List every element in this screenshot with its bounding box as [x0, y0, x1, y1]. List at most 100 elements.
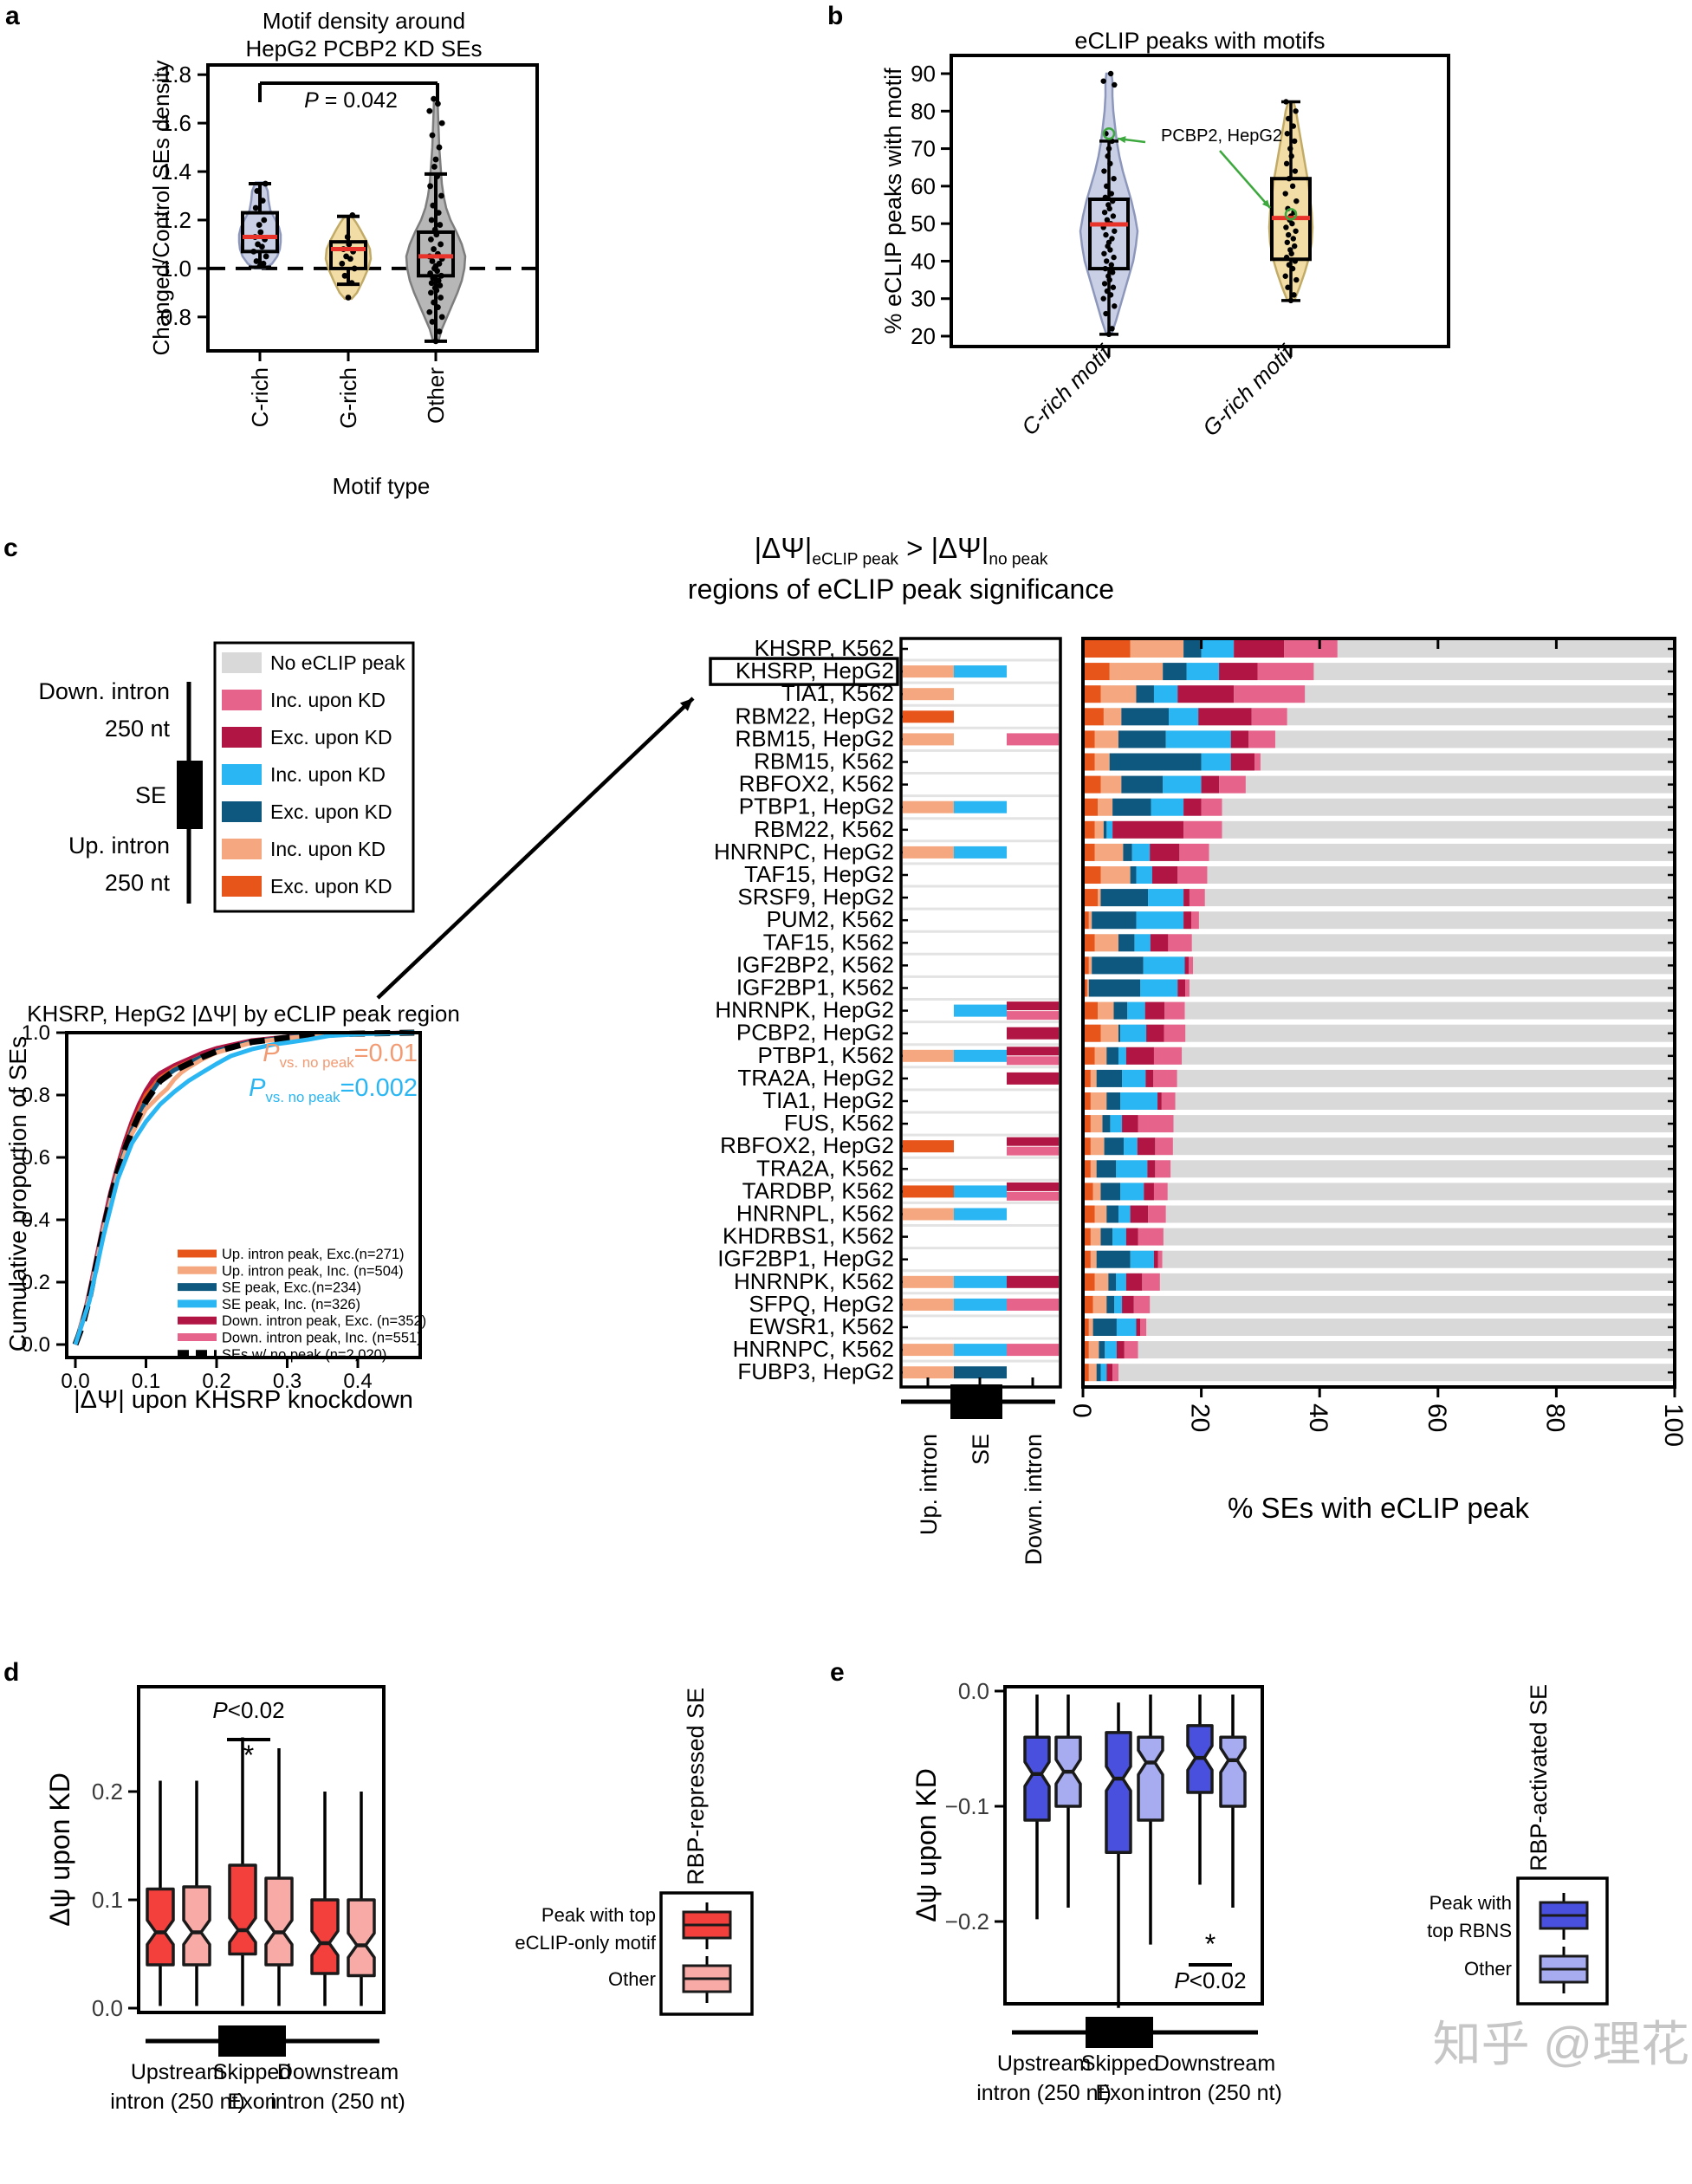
rbp-label: TAF15, K562: [763, 929, 894, 955]
seg-0: [1083, 1228, 1091, 1246]
seg-3: [1131, 843, 1151, 861]
seg-3: [1163, 775, 1202, 794]
seg-0: [1083, 911, 1089, 930]
notched-box: [1105, 1731, 1132, 1854]
seg-2: [1096, 1069, 1123, 1087]
no-peak-bar: [1083, 1069, 1675, 1087]
seg-2: [1118, 1024, 1121, 1042]
seg-0: [1083, 1047, 1095, 1065]
legend-swatch: [222, 727, 262, 748]
seg-2: [1106, 1092, 1121, 1110]
svg-text:0.0: 0.0: [958, 1678, 989, 1704]
seg-5: [1179, 843, 1209, 861]
no-peak-bar: [1083, 979, 1675, 997]
p1-value: =0.01: [353, 1040, 418, 1067]
boxplot: [241, 211, 279, 254]
seg-4: [1183, 889, 1190, 907]
boxplot: [1088, 198, 1130, 271]
cdf-legend-label: Up. intron peak, Inc. (n=504): [222, 1263, 404, 1279]
seg-1: [1088, 911, 1092, 930]
rbp-label: KHDRBS1, K562: [723, 1223, 894, 1249]
seg-1: [1092, 1183, 1101, 1201]
cdf-ylabel: Cumulative proportion of SEs: [4, 1036, 31, 1351]
rbp-label: TRA2A, K562: [756, 1155, 894, 1181]
seg-4: [1144, 1183, 1154, 1201]
svg-text:1.0: 1.0: [22, 1021, 50, 1045]
svg-text:20: 20: [911, 323, 936, 349]
seg-0: [1083, 1024, 1101, 1042]
sig-bar: [903, 1140, 954, 1153]
seg-3: [1106, 820, 1113, 839]
p2-symbol: P: [249, 1074, 266, 1102]
seg-0: [1083, 979, 1087, 997]
no-peak-bar: [1083, 1115, 1675, 1133]
seg-2: [1123, 843, 1132, 861]
seg-4: [1157, 1092, 1162, 1110]
seg-1: [1098, 889, 1101, 907]
seg-5: [1112, 1364, 1118, 1382]
seg-4: [1146, 1024, 1164, 1042]
seg-3: [1112, 1228, 1126, 1246]
cdf-p1: Pvs. no peak=0.01: [217, 1040, 418, 1071]
cdf-legend-label: SEs w/ no peak (n=2,020): [222, 1347, 386, 1363]
seg-1: [1100, 866, 1131, 884]
seg-1: [1088, 1319, 1093, 1336]
seg-0: [1083, 1069, 1091, 1087]
svg-text:0.0: 0.0: [92, 1995, 123, 2021]
cdf-legend-label: SE peak, Exc.(n=234): [222, 1280, 361, 1296]
seg-4: [1125, 1228, 1138, 1246]
seg-0: [1083, 1273, 1095, 1291]
xtick-label: 80: [1540, 1403, 1569, 1432]
seg-2: [1183, 640, 1202, 658]
sig-bar: [954, 1275, 1007, 1288]
svg-text:80: 80: [911, 98, 936, 124]
svg-text:0.8: 0.8: [22, 1084, 50, 1107]
seg-2: [1113, 1001, 1128, 1020]
seg-4: [1147, 1160, 1156, 1178]
seg-5: [1164, 1024, 1186, 1042]
seg-4: [1136, 1319, 1141, 1336]
panel-a-pvalue: P = 0.042: [277, 88, 425, 113]
seg-5: [1185, 979, 1190, 997]
x-cat-label: Other: [423, 367, 449, 424]
sig-bar: [903, 1344, 954, 1357]
no-peak-bar: [1083, 866, 1675, 884]
seg-1: [1103, 708, 1122, 726]
panel-b-letter: b: [827, 2, 844, 30]
seg-3: [1127, 1001, 1145, 1020]
seg-2: [1130, 866, 1137, 884]
seg-3: [1201, 753, 1231, 771]
rbp-label: TAF15, HepG2: [744, 861, 894, 887]
seg-1: [1088, 1341, 1099, 1359]
svg-text:50: 50: [911, 211, 936, 237]
sig-bar: [1007, 1137, 1059, 1146]
rbp-label: FUBP3, HepG2: [737, 1358, 894, 1384]
seg-0: [1083, 1160, 1091, 1178]
seg-5: [1183, 820, 1222, 839]
cdf-p2: Pvs. no peak=0.002: [217, 1074, 418, 1105]
seg-3: [1122, 1069, 1146, 1087]
cat-label: Downstream: [277, 2060, 399, 2084]
seg-4: [1183, 911, 1191, 930]
rbp-label: EWSR1, K562: [749, 1313, 894, 1339]
seg-5: [1168, 934, 1192, 952]
legend-title: RBP-activated SE: [1526, 1684, 1552, 1871]
axes-frame: [65, 1031, 422, 1359]
sig-bar: [903, 710, 954, 723]
rbp-label: RBFOX2, HepG2: [720, 1132, 894, 1158]
svg-text:0.1: 0.1: [92, 1887, 123, 1913]
svg-text:90: 90: [911, 61, 936, 87]
notched-box: [146, 1887, 175, 1967]
svg-text:0.2: 0.2: [202, 1370, 230, 1393]
seg-3: [1148, 889, 1184, 907]
seg-0: [1083, 820, 1095, 839]
seg-0: [1083, 1364, 1089, 1382]
xtick-label: 20: [1186, 1403, 1215, 1432]
seg-4: [1145, 1069, 1154, 1087]
seg-1: [1092, 1295, 1107, 1313]
svg-text:0.0: 0.0: [61, 1370, 89, 1393]
seg-0: [1083, 1001, 1099, 1020]
p-symbol: P: [212, 1697, 228, 1723]
seg-5: [1177, 866, 1208, 884]
